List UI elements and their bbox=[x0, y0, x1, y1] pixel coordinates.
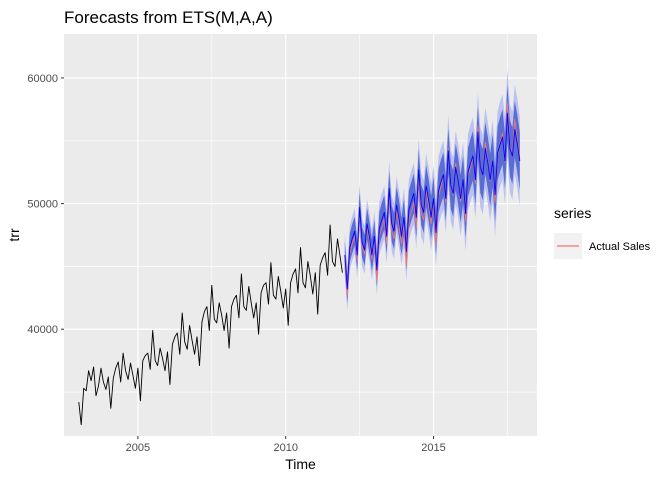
x-axis-title: Time bbox=[285, 456, 316, 472]
y-tick-label: 50000 bbox=[27, 199, 58, 211]
y-axis-title: trr bbox=[6, 228, 22, 242]
x-tick-label: 2010 bbox=[273, 442, 297, 454]
point-forecast-line bbox=[344, 112, 521, 290]
history-line bbox=[78, 224, 343, 426]
chart-title: Forecasts from ETS(M,A,A) bbox=[64, 8, 273, 27]
axis-ticks: 40000 50000 60000 2005 2010 2015 bbox=[27, 73, 445, 454]
series-lines bbox=[78, 102, 521, 426]
y-tick-label: 60000 bbox=[27, 73, 58, 85]
legend-title: series bbox=[554, 205, 591, 221]
x-tick-label: 2015 bbox=[421, 442, 445, 454]
legend-label-actual-sales: Actual Sales bbox=[589, 241, 651, 253]
plot-panel bbox=[64, 34, 537, 436]
y-tick-label: 40000 bbox=[27, 324, 58, 336]
forecast-interval-80 bbox=[344, 85, 520, 303]
x-tick-label: 2005 bbox=[126, 442, 150, 454]
legend: series Actual Sales bbox=[554, 205, 651, 259]
interval-80-area bbox=[344, 85, 520, 303]
